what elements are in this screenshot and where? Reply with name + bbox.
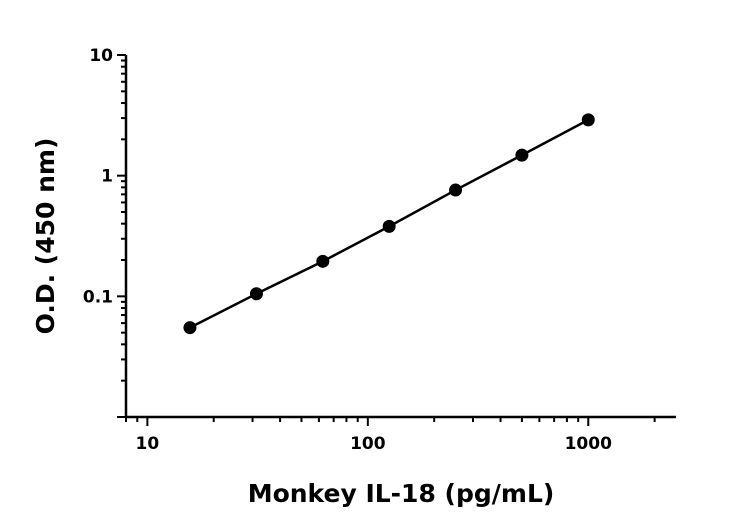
x-tick-label: 1000 <box>565 434 612 454</box>
tick-marks <box>117 54 656 426</box>
x-axis-title: Monkey IL-18 (pg/mL) <box>248 479 555 508</box>
data-point <box>316 254 330 268</box>
data-point <box>449 183 463 197</box>
data-point <box>382 219 396 233</box>
y-tick-label: 10 <box>89 46 113 66</box>
data-point <box>515 148 529 162</box>
data-point <box>249 287 263 301</box>
series-layer <box>183 113 595 335</box>
tick-labels: 10 100 1000 0.1 1 10 <box>83 46 612 454</box>
data-point <box>581 113 595 127</box>
x-tick-label: 10 <box>136 434 160 454</box>
y-axis-title: O.D. (450 nm) <box>31 138 60 335</box>
data-point <box>183 321 197 335</box>
x-tick-label: 100 <box>350 434 386 454</box>
y-tick-label: 1 <box>101 167 113 187</box>
y-tick-label: 0.1 <box>83 287 113 307</box>
